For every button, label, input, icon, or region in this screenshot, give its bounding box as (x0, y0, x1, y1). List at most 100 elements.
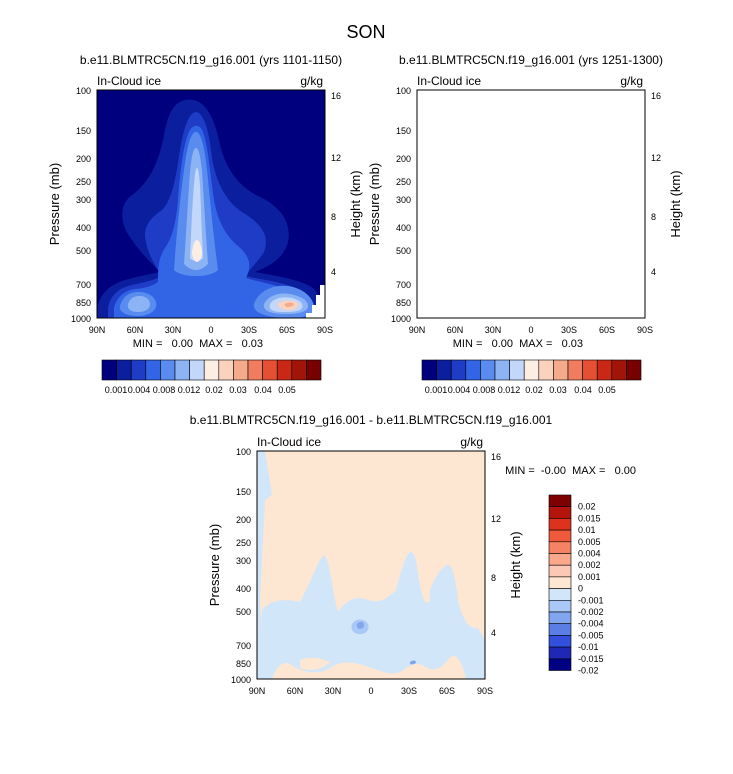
panel-title: b.e11.BLMTRC5CN.f19_g16.001 - b.e11.BLMT… (190, 413, 553, 427)
colorbar-label: 0.001 (105, 385, 128, 395)
x-tick: 60S (439, 686, 455, 696)
y-tick: 1000 (71, 314, 91, 324)
y-tick: 500 (236, 607, 251, 617)
y-tick: 400 (396, 223, 411, 233)
panel-title: b.e11.BLMTRC5CN.f19_g16.001 (yrs 1251-13… (399, 53, 663, 67)
y2-tick: 8 (651, 212, 656, 222)
colorbar-box (145, 359, 161, 381)
colorbar-box (291, 359, 307, 381)
y-tick: 250 (396, 177, 411, 187)
y-tick: 200 (76, 154, 91, 164)
colorbar-box (174, 359, 190, 381)
y-tick: 850 (236, 659, 251, 669)
colorbar-box (596, 359, 613, 381)
x-ticks: 90N 60N 30N 0 30S 60S 90S (249, 686, 493, 696)
colorbar-box (276, 359, 293, 381)
colorbar-label: 0.015 (578, 513, 601, 523)
y-tick: 250 (236, 538, 251, 548)
units-label: g/kg (620, 74, 643, 88)
x-tick: 60N (287, 686, 304, 696)
colorbar-box (450, 359, 467, 381)
y-tick: 400 (236, 584, 251, 594)
y2-tick: 12 (491, 514, 501, 524)
colorbar-box (548, 506, 572, 519)
colorbar-box (306, 359, 322, 381)
x-tick: 60S (279, 325, 295, 335)
colorbar-box (218, 359, 234, 381)
x-tick: 60N (127, 325, 144, 335)
colorbar-box (465, 359, 481, 381)
y-tick: 850 (76, 298, 91, 308)
y-tick: 700 (76, 280, 91, 290)
y-tick: 300 (236, 556, 251, 566)
y-tick: 400 (76, 223, 91, 233)
colorbar-box (548, 599, 572, 613)
y2-tick: 4 (651, 267, 656, 277)
colorbar-box (567, 359, 583, 381)
colorbar-box (262, 359, 278, 381)
colorbar-label: 0.012 (498, 385, 521, 395)
y2-tick: 12 (651, 153, 661, 163)
colorbar-label: 0.01 (578, 525, 596, 535)
x-tick: 30N (485, 325, 502, 335)
field-label: In-Cloud ice (257, 435, 321, 449)
colorbar-label: 0.005 (578, 537, 601, 547)
min-max-label: MIN = 0.00 MAX = 0.03 (133, 338, 263, 350)
y-tick: 500 (76, 246, 91, 256)
contour-field (417, 90, 645, 318)
colorbar-label: 0.002 (578, 560, 601, 570)
x-tick: 30S (241, 325, 257, 335)
x-tick: 90N (89, 325, 106, 335)
colorbar-label: 0.03 (549, 385, 567, 395)
colorbar-label: 0.04 (254, 385, 272, 395)
colorbar-box (101, 359, 117, 381)
colorbar-box (436, 359, 452, 381)
x-tick: 90N (409, 325, 426, 335)
colorbar-label: 0.001 (578, 572, 601, 582)
colorbar-label: 0.05 (598, 385, 616, 395)
min-max-label: MIN = -0.00 MAX = 0.00 (505, 465, 636, 477)
y-tick: 500 (396, 246, 411, 256)
field-label: In-Cloud ice (417, 74, 481, 88)
colorbar-box (626, 359, 642, 381)
colorbar-label: 0.03 (229, 385, 247, 395)
x-ticks: 90N 60N 30N 0 30S 60S 90S (409, 325, 653, 335)
colorbar-box (130, 359, 147, 381)
contour-field (97, 90, 325, 318)
colorbar-box (548, 658, 572, 671)
y-tick: 700 (236, 641, 251, 651)
y-ticks: 100 150 200 250 300 400 500 700 850 1000 (391, 86, 411, 324)
y-tick: 100 (396, 86, 411, 96)
colorbar-box (233, 359, 249, 381)
colorbar-box (494, 359, 510, 381)
colorbar-label: 0 (578, 584, 583, 594)
colorbar-box (160, 359, 176, 381)
colorbar-box (548, 553, 572, 566)
y2-tick: 12 (331, 153, 341, 163)
colorbar-box (548, 518, 572, 531)
y2-axis-label: Height (km) (348, 170, 363, 237)
y-tick: 200 (396, 154, 411, 164)
colorbar-label: 0.008 (473, 385, 496, 395)
x-ticks: 90N 60N 30N 0 30S 60S 90S (89, 325, 333, 335)
page-title: SON (346, 22, 385, 42)
y2-ticks: 16 12 8 4 (491, 452, 501, 638)
x-tick: 90N (249, 686, 266, 696)
x-tick: 0 (368, 686, 373, 696)
y2-tick: 16 (491, 452, 501, 462)
colorbar-label: -0.02 (578, 666, 599, 676)
colorbar-box (480, 359, 496, 381)
colorbar-box (548, 541, 572, 554)
panel-3: b.e11.BLMTRC5CN.f19_g16.001 - b.e11.BLMT… (190, 413, 636, 696)
colorbar-box (548, 494, 572, 507)
x-tick: 60S (599, 325, 615, 335)
colorbar-box (548, 611, 572, 624)
colorbar-label: 0.02 (205, 385, 223, 395)
colorbar-label: -0.001 (578, 595, 604, 605)
y2-tick: 4 (491, 628, 496, 638)
colorbar-label: 0.004 (578, 549, 601, 559)
x-tick: 90S (477, 686, 493, 696)
colorbar-label: 0.02 (525, 385, 543, 395)
colorbar (548, 494, 572, 671)
